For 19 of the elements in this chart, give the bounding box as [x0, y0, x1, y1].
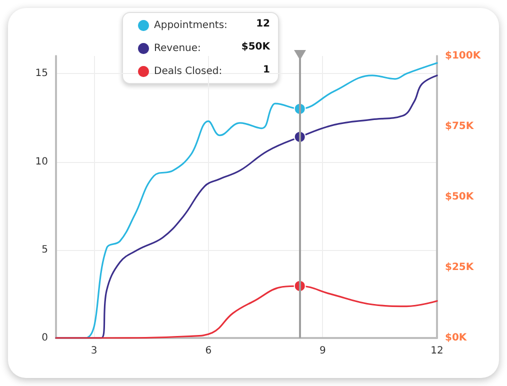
legend-label: Revenue: — [154, 43, 201, 54]
y2-tick-label: $25K — [445, 262, 475, 273]
legend-label: Deals Closed: — [154, 66, 222, 77]
x-tick-label: 12 — [430, 346, 444, 356]
y2-tick-label: $50K — [445, 192, 475, 202]
y-tick-label: 5 — [42, 244, 48, 256]
x-tick-label: 3 — [90, 346, 98, 356]
text: 12 — [256, 18, 270, 30]
legend-label: Appointments: — [154, 20, 228, 31]
y2-tick-label: $100K — [445, 50, 482, 62]
y2-tick-label: $75K — [445, 121, 475, 132]
annotation: 1 — [263, 64, 270, 76]
text: $50K — [241, 42, 272, 52]
y2-tick-label: $0K — [445, 332, 468, 344]
x-tick-label: 9 — [320, 346, 326, 356]
y-tick-label: 10 — [35, 156, 48, 168]
y-tick-label: 0 — [42, 332, 48, 344]
y-tick-label: 15 — [35, 68, 48, 80]
x-tick-label: 6 — [205, 346, 212, 356]
